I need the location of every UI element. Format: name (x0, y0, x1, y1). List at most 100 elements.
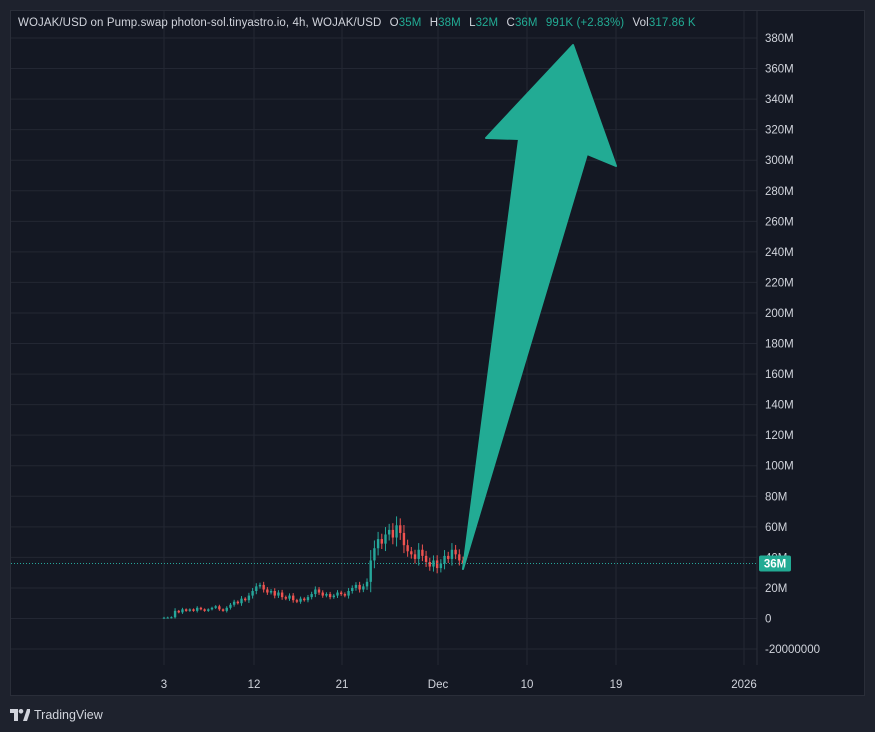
y-tick-label: 300M (765, 155, 794, 167)
y-tick-label: 320M (765, 125, 794, 137)
candle-body (447, 555, 450, 559)
candle-body (299, 598, 302, 602)
candle-body (203, 609, 206, 611)
candle-body (373, 548, 376, 561)
candle-body (218, 606, 221, 610)
candle-body (321, 592, 324, 596)
y-tick-label: 160M (765, 369, 794, 381)
candle-body (362, 586, 365, 590)
price-badge (759, 555, 791, 572)
y-tick-label: 140M (765, 400, 794, 412)
candle-body (207, 609, 210, 611)
candle-body (166, 617, 169, 619)
candle-body (199, 607, 203, 610)
y-tick-label: 220M (765, 277, 794, 289)
candle-body (258, 584, 262, 587)
candle-body (162, 617, 166, 619)
candle-body (421, 549, 424, 556)
candle-body (380, 539, 383, 544)
candle-body (269, 591, 273, 593)
candle-body (232, 601, 236, 605)
candle-body (406, 545, 409, 552)
candle-body (214, 606, 217, 608)
candle-body (173, 610, 177, 618)
legend-high-value: 38M (438, 17, 461, 29)
candle-body (184, 609, 188, 611)
legend-change: 991K (+2.83%) (545, 17, 625, 29)
x-tick-label: 10 (521, 679, 534, 691)
candle-body (325, 594, 328, 596)
x-tick-label: 21 (336, 679, 349, 691)
candle-body (284, 597, 288, 599)
candle-body (347, 591, 350, 596)
candle-body (343, 594, 347, 596)
price-badge-label: 36M (764, 559, 786, 571)
legend-volume-label: Vol (632, 17, 649, 29)
candle-body (458, 554, 461, 561)
candle-body (192, 609, 195, 611)
candle-body (435, 560, 439, 569)
candle-body (454, 549, 457, 555)
legend-close-label: C (506, 17, 515, 29)
y-tick-label: 20M (765, 583, 787, 595)
x-tick-label: 19 (610, 679, 623, 691)
y-tick-label: 280M (765, 186, 794, 198)
candle-body (177, 610, 180, 613)
candle-body (351, 587, 354, 592)
candle-body (376, 539, 380, 549)
candle-body (358, 584, 361, 590)
candle-body (432, 560, 435, 567)
y-tick-label: 120M (765, 430, 794, 442)
candle-body (262, 584, 265, 590)
candle-body (225, 607, 228, 611)
candle-body (244, 598, 247, 601)
candle-body (247, 595, 251, 601)
candle-body (236, 601, 240, 604)
legend-low-label: L (469, 17, 476, 29)
y-tick-label: 200M (765, 308, 794, 320)
y-tick-label: 240M (765, 247, 794, 259)
candle-body (354, 584, 358, 588)
y-tick-label: 100M (765, 461, 794, 473)
candle-body (399, 525, 402, 533)
candle-body (291, 595, 295, 601)
tradingview-logo-icon (10, 709, 30, 721)
candle-body (221, 609, 225, 611)
x-tick-label: Dec (428, 679, 449, 691)
legend-title: WOJAK/USD on Pump.swap photon-sol.tinyas… (18, 17, 382, 29)
candle-body (251, 591, 254, 596)
candle-body (317, 589, 321, 593)
candle-body (424, 555, 428, 562)
candle-body (410, 551, 413, 555)
candle-body (306, 597, 310, 601)
candle-body (277, 592, 280, 596)
candle-body (336, 592, 339, 596)
candle-body (369, 560, 372, 582)
legend-close-value: 36M (514, 17, 538, 29)
candle-body (387, 529, 391, 535)
candle-body (332, 595, 336, 598)
candle-body (273, 591, 276, 596)
y-tick-label: 360M (765, 64, 794, 76)
candle-body (295, 600, 299, 602)
candle-body (439, 563, 443, 569)
candle-body (288, 595, 291, 599)
candle-body (328, 594, 332, 598)
candle-body (413, 554, 417, 559)
legend-high-label: H (429, 17, 439, 29)
y-tick-label: 0 (765, 614, 771, 626)
chart-legend: WOJAK/USD on Pump.swap photon-sol.tinyas… (18, 17, 696, 29)
candle-body (303, 598, 306, 601)
candle-body (428, 561, 431, 567)
candle-body (450, 549, 454, 559)
candle-body (255, 586, 258, 592)
legend-open-value: 35M (398, 17, 422, 29)
candle-body (339, 592, 343, 595)
candle-body (170, 617, 173, 619)
footer-branding[interactable]: TradingView (10, 706, 103, 724)
x-tick-label: 12 (248, 679, 261, 691)
candle-body (266, 589, 269, 593)
candle-body (402, 532, 406, 546)
candle-body (181, 609, 184, 613)
